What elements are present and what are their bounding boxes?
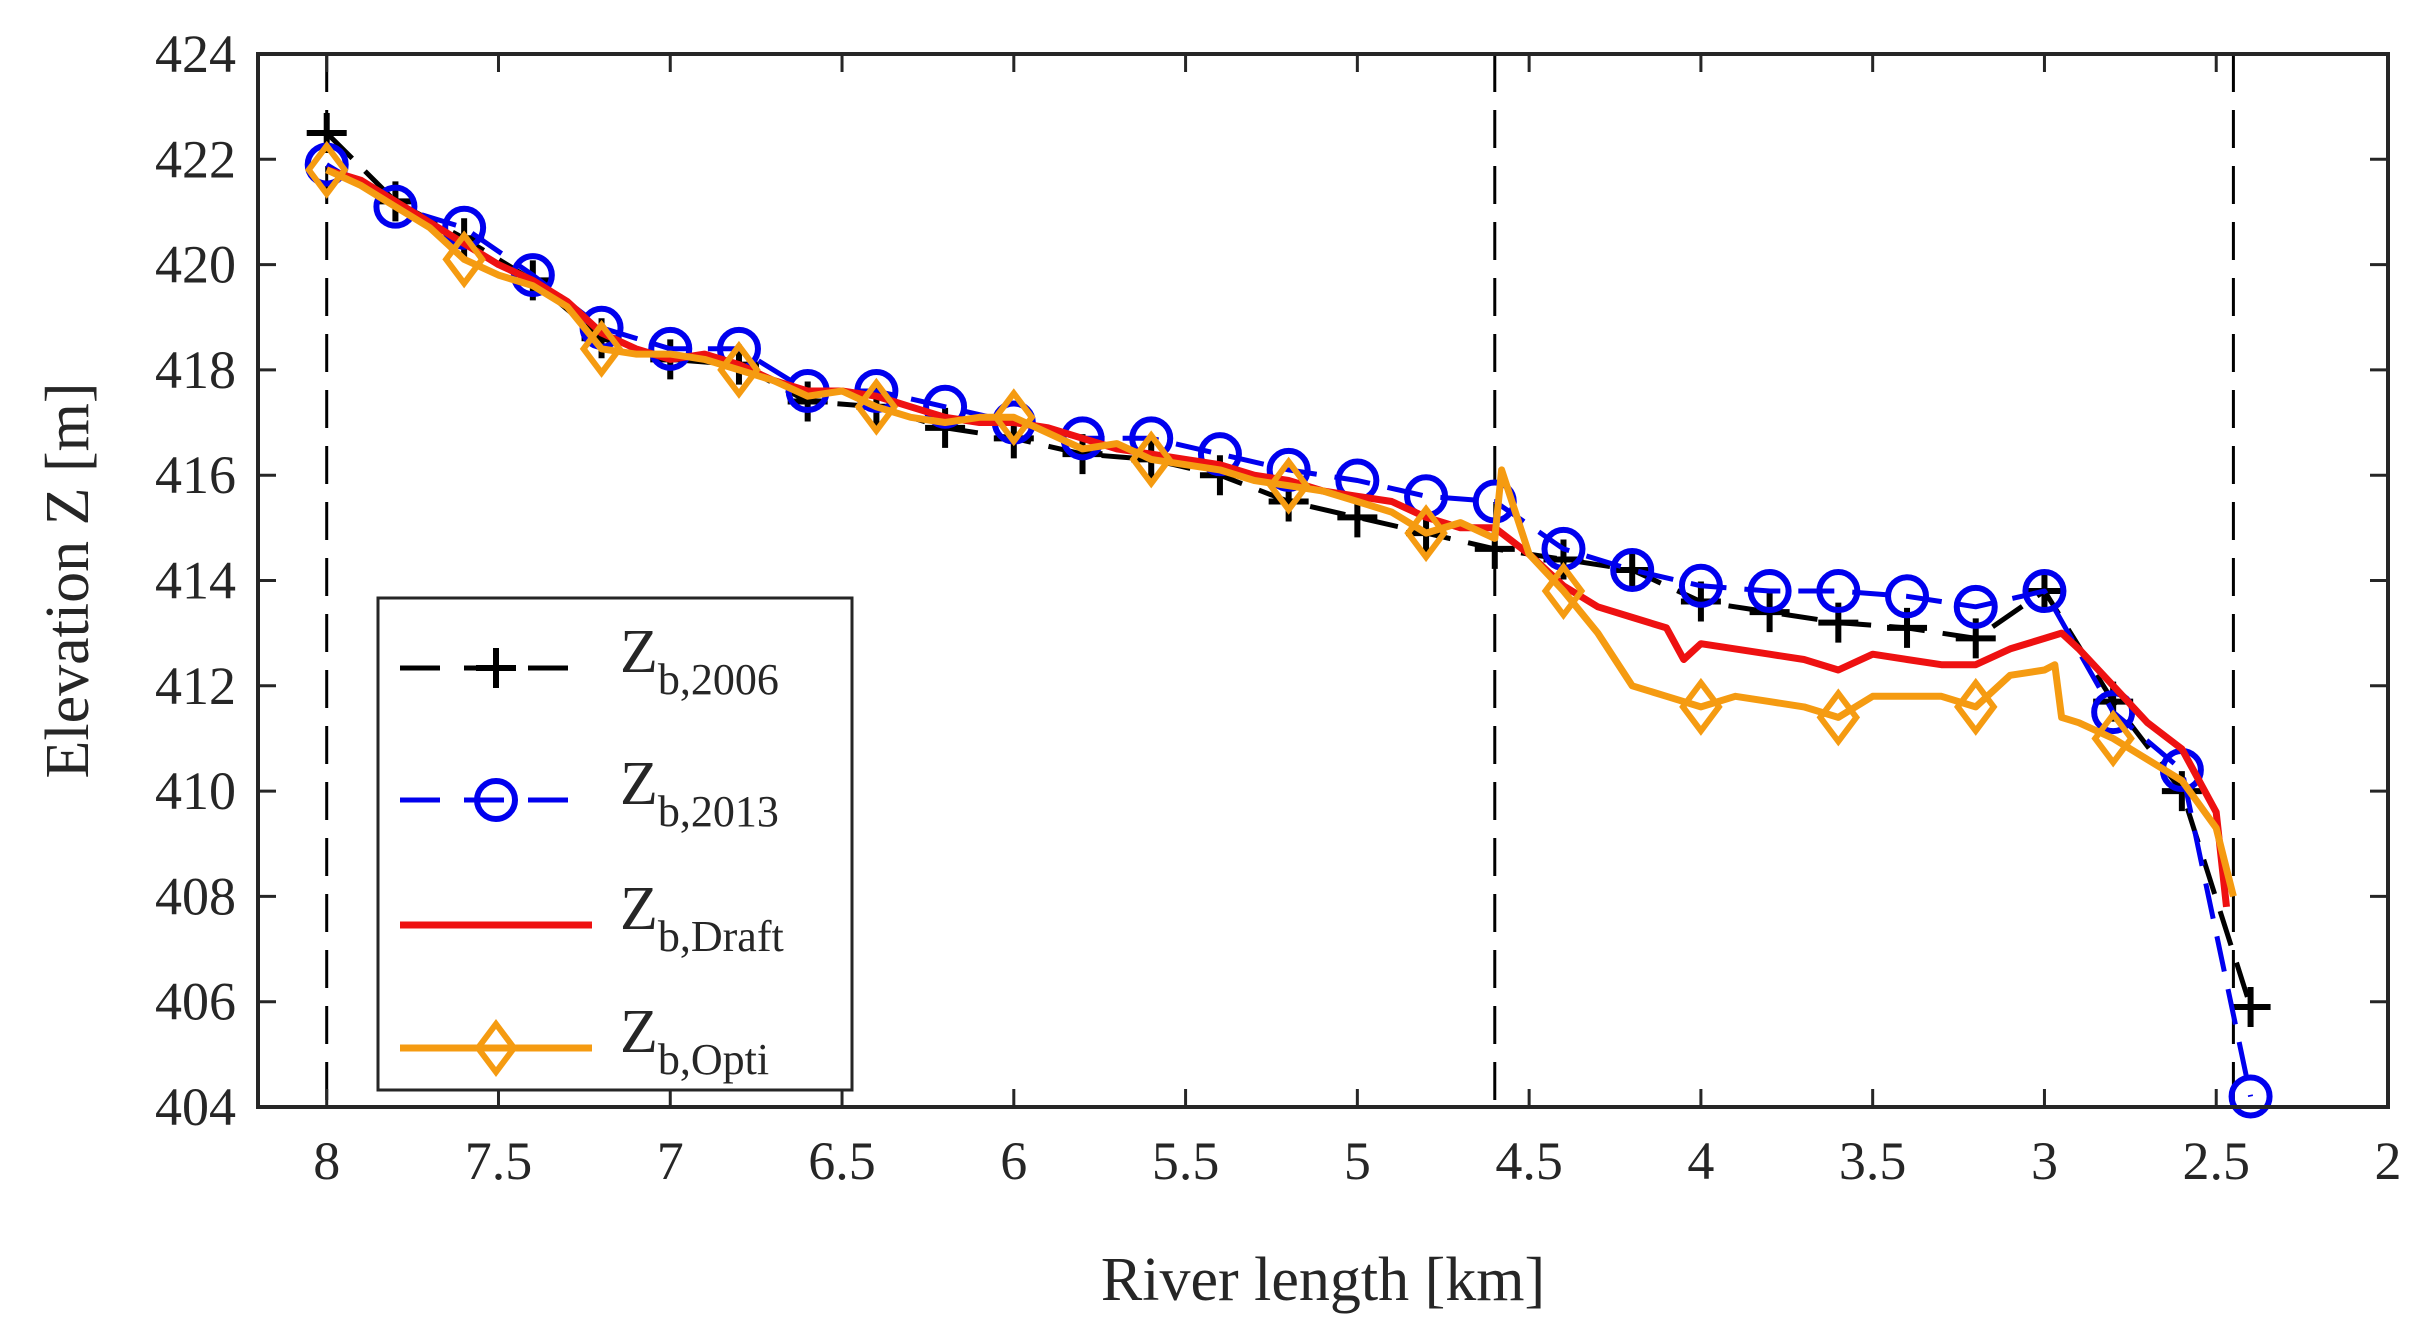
- data-point-b-opti: [854, 377, 899, 436]
- data-point-b-opti: [2091, 709, 2135, 768]
- y-tick-label: 414: [155, 551, 236, 611]
- series-line-b-2013: [325, 162, 2254, 1098]
- axis-ticks: [258, 52, 2390, 1109]
- x-tick-label: 2.5: [2182, 1131, 2250, 1191]
- data-point-b-opti: [1129, 430, 1173, 489]
- x-tick-label: 6: [1000, 1131, 1027, 1191]
- legend-label: Zb,2013: [620, 750, 779, 836]
- x-tick-label: 4.5: [1495, 1131, 1563, 1191]
- data-point-b-2006: [2230, 986, 2271, 1027]
- y-tick-label: 404: [155, 1077, 236, 1137]
- y-tick-label: 408: [155, 866, 236, 926]
- series-b-opti: [304, 140, 2237, 898]
- x-tick-label: 3.5: [1839, 1131, 1907, 1191]
- data-point-b-opti: [1541, 562, 1586, 621]
- legend: Zb,2006 Zb,2013 Zb,Draft Zb,Opti: [376, 596, 854, 1092]
- x-axis-title: River length [km]: [1101, 1246, 1545, 1314]
- y-tick-label: 416: [155, 445, 236, 505]
- legend-entry-b-draft: Zb,Draft: [400, 875, 784, 961]
- data-point-b-2013: [1816, 569, 1861, 614]
- x-tick-label: 2: [2375, 1131, 2402, 1191]
- y-tick-label: 406: [155, 972, 236, 1032]
- legend-label: Zb,Opti: [620, 998, 769, 1084]
- y-tick-label: 410: [155, 761, 236, 821]
- legend-label: Zb,2006: [620, 618, 779, 704]
- data-point-b-opti: [1816, 688, 1861, 747]
- y-tick-label: 420: [155, 235, 236, 295]
- x-tick-label: 7: [657, 1131, 684, 1191]
- legend-entry-b-2006: Zb,2006: [400, 618, 779, 704]
- data-point-b-2013: [2228, 1074, 2273, 1119]
- x-tick-label: 5.5: [1152, 1131, 1220, 1191]
- data-point-b-opti: [1266, 456, 1311, 515]
- reference-lines: [325, 54, 2235, 1107]
- data-point-b-opti: [442, 230, 486, 289]
- legend-entry-b-2013: Zb,2013: [400, 750, 779, 836]
- legend-box: [376, 596, 854, 1092]
- data-point-b-opti: [1953, 677, 1998, 736]
- x-tick-label: 7.5: [465, 1131, 533, 1191]
- data-point-b-2013: [1747, 569, 1792, 614]
- data-point-b-2013: [1610, 547, 1655, 592]
- x-tick-label: 5: [1344, 1131, 1371, 1191]
- x-tick-label: 6.5: [808, 1131, 876, 1191]
- y-tick-label: 418: [155, 340, 236, 400]
- data-point-b-opti: [1679, 677, 1723, 736]
- legend-marker: [476, 648, 516, 688]
- data-point-b-2013: [2091, 690, 2136, 735]
- y-tick-label: 424: [155, 24, 236, 84]
- x-tick-label: 8: [313, 1131, 340, 1191]
- x-tick-label: 4: [1687, 1131, 1714, 1191]
- tick-labels: 8 7.5 7 6.5 6 5.5 5 4.5 4 3.5 3 2.5 2 404 406 408 410 412…: [155, 24, 2402, 1191]
- y-tick-label: 412: [155, 656, 236, 716]
- y-axis-title: Elevation Z [m]: [34, 383, 102, 779]
- data-point-b-2013: [648, 326, 693, 371]
- y-tick-label: 422: [155, 129, 236, 189]
- x-tick-label: 3: [2031, 1131, 2058, 1191]
- data-point-b-2013: [2022, 569, 2067, 614]
- data-point-b-opti: [304, 140, 349, 199]
- legend-entry-b-opti: Zb,Opti: [400, 998, 769, 1084]
- data-point-b-2013: [1885, 574, 1930, 619]
- legend-marker: [474, 1019, 518, 1077]
- data-point-b-opti: [579, 319, 624, 378]
- legend-label: Zb,Draft: [620, 875, 784, 961]
- data-point-b-2013: [373, 184, 418, 229]
- data-point-b-2013: [1953, 584, 1998, 629]
- data-point-b-opti: [717, 340, 761, 399]
- series-layer: [304, 112, 2273, 1119]
- data-point-b-2013: [1678, 563, 1723, 608]
- data-point-b-opti: [1404, 504, 1448, 563]
- data-point-b-2006: [1612, 549, 1653, 590]
- series-line-b-opti: [325, 166, 2237, 898]
- data-point-b-opti: [992, 388, 1036, 447]
- legend-marker: [474, 778, 518, 822]
